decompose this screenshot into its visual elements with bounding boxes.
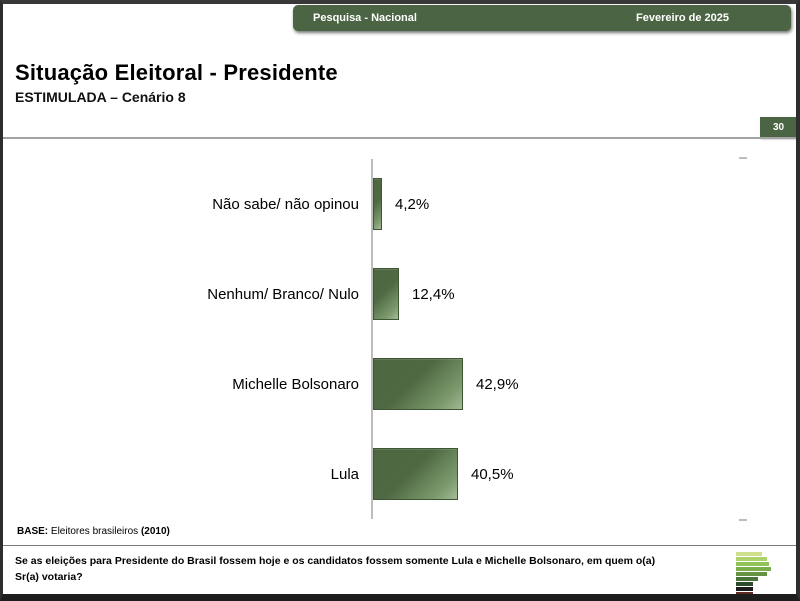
axis-end-tick [739,157,747,159]
bottom-divider [3,545,796,546]
question-text: Se as eleições para Presidente do Brasil… [15,555,656,584]
base-note-suffix: (2010) [140,526,170,537]
logo-bar [736,592,753,594]
value-label: 42,9% [476,375,519,393]
value-label: 12,4% [412,285,455,303]
category-label: Nenhum/ Branco/ Nulo [207,285,359,303]
logo-bar [736,562,769,566]
logo-bar [736,572,767,576]
header-bar: Pesquisa - Nacional Fevereiro de 2025 [293,5,791,31]
logo-bar [736,557,767,561]
bar-1 [373,178,382,230]
category-label: Michelle Bolsonaro [232,375,359,393]
category-label: Não sabe/ não opinou [212,195,359,213]
top-divider [3,137,796,139]
parana-pesquisas-logo-icon [736,552,780,594]
chart-row: Michelle Bolsonaro 42,9% [3,339,783,429]
page-title: Situação Eleitoral - Presidente [15,60,338,85]
bar-2 [373,268,399,320]
logo-bar [736,552,762,556]
header-date: Fevereiro de 2025 [636,12,729,24]
value-label: 40,5% [471,465,514,483]
chart-row: Lula 40,5% [3,429,783,519]
logo-bar [736,587,753,591]
value-label: 4,2% [395,195,430,213]
chart-row: Não sabe/ não opinou 4,2% [3,159,783,249]
logo-bar [736,582,753,586]
base-note-text: Eleitores brasileiros [48,526,141,537]
axis-end-tick [739,519,747,521]
base-note-prefix: BASE: [17,526,49,537]
bar-4 [373,448,458,500]
page-subtitle: ESTIMULADA – Cenário 8 [15,89,186,105]
chart-axis-line [371,157,747,521]
page-number-badge: 30 [760,117,796,138]
chart-row: Nenhum/ Branco/ Nulo 12,4% [3,249,783,339]
header-survey-type: Pesquisa - Nacional [313,12,417,24]
bar-chart: Não sabe/ não opinou 4,2% Nenhum/ Branco/ … [3,157,783,521]
title-block: Situação Eleitoral - Presidente ESTIMULA… [15,60,338,105]
logo-bar [736,577,758,581]
category-label: Lula [330,465,359,483]
chart-rows: Não sabe/ não opinou 4,2% Nenhum/ Branco/ … [3,159,783,519]
base-note: BASE: Eleitores brasileiros (2010) [17,526,170,537]
bar-3 [373,358,463,410]
logo-bar [736,567,771,571]
